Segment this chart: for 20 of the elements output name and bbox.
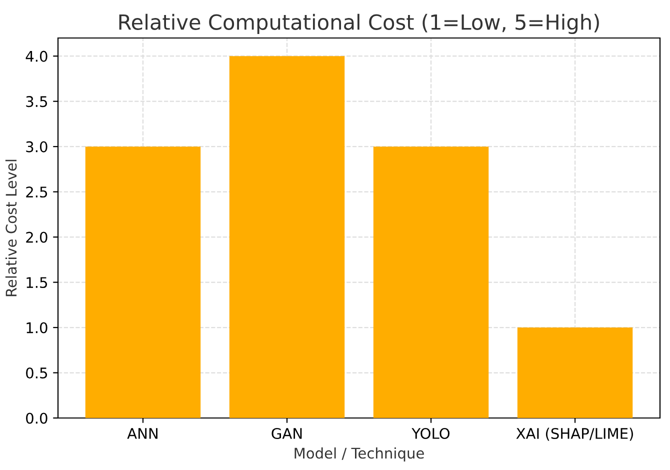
bar: [373, 146, 489, 418]
y-tick-label: 0.5: [26, 367, 48, 379]
y-axis-title: Relative Cost Level: [5, 160, 17, 296]
x-tick-label: XAI (SHAP/LIME): [516, 428, 633, 441]
bar: [229, 56, 345, 418]
chart-title: Relative Computational Cost (1=Low, 5=High): [119, 14, 599, 34]
y-tick-label: 2.0: [26, 232, 48, 243]
y-tick-label: 1.5: [26, 277, 48, 288]
y-tick-label: 4.0: [26, 50, 48, 62]
x-axis-title: Model / Technique: [294, 447, 424, 462]
y-tick-label: 3.5: [26, 96, 48, 108]
bar: [517, 328, 633, 418]
y-tick-label: 2.5: [26, 186, 48, 198]
bar: [85, 146, 201, 418]
y-tick-label: 3.0: [26, 141, 48, 152]
x-tick-label: YOLO: [412, 428, 450, 440]
y-tick-label: 1.0: [26, 322, 48, 334]
y-tick-label: 0.0: [26, 412, 48, 424]
x-tick-label: ANN: [127, 428, 158, 439]
x-tick-label: GAN: [272, 428, 302, 440]
